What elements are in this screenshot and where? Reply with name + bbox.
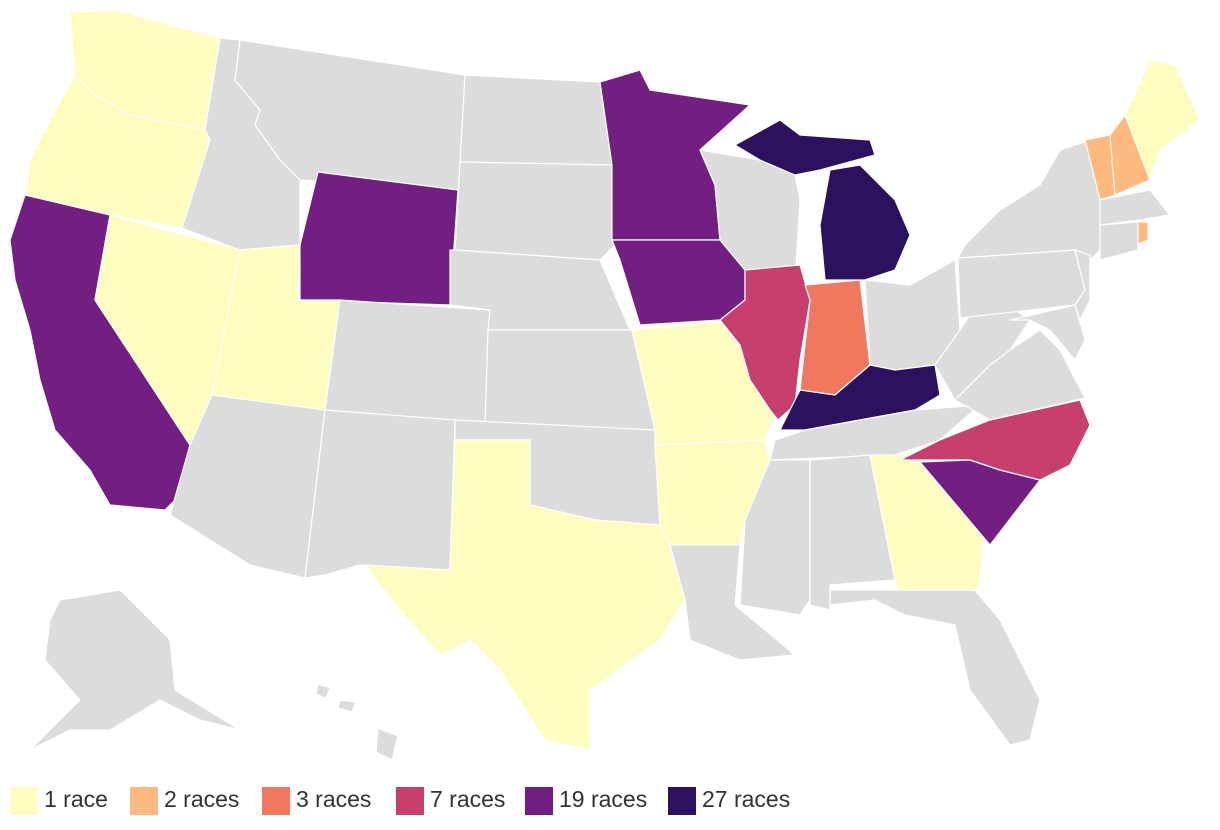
state: [819, 164, 911, 281]
legend-swatch: [668, 787, 696, 815]
state: [1074, 249, 1091, 321]
legend-label: 1 race: [44, 786, 108, 812]
state: [304, 409, 456, 579]
state: [899, 399, 1091, 481]
state: [957, 139, 1101, 271]
legend-label: 27 races: [702, 786, 790, 812]
legend-label: 3 races: [296, 786, 371, 812]
legend-swatch: [262, 787, 290, 815]
state: [375, 727, 399, 761]
state: [734, 119, 876, 176]
legend-label: 2 races: [164, 786, 239, 812]
state: [654, 439, 771, 546]
state: [324, 299, 491, 426]
legend-swatch: [130, 787, 158, 815]
state: [829, 589, 1041, 746]
state: [29, 589, 241, 751]
state: [299, 171, 459, 306]
state: [1099, 221, 1139, 261]
legend-swatch: [396, 787, 424, 815]
state: [364, 439, 686, 751]
state: [669, 544, 796, 661]
state: [769, 404, 981, 461]
state: [337, 699, 357, 713]
state: [1009, 304, 1086, 361]
states: [9, 9, 1201, 761]
state: [1137, 221, 1149, 245]
legend-label: 19 races: [559, 786, 647, 812]
state: [611, 239, 746, 326]
legend-swatch: [525, 787, 553, 815]
state: [315, 683, 331, 699]
legend-swatch: [10, 787, 38, 815]
state: [484, 329, 656, 431]
legend-label: 7 races: [430, 786, 505, 812]
state: [459, 74, 613, 166]
state: [454, 161, 616, 261]
legend: 1 race 2 races 3 races 7 races 19 races 27 ra…: [10, 786, 790, 815]
state: [1124, 59, 1201, 181]
state: [1099, 189, 1171, 226]
